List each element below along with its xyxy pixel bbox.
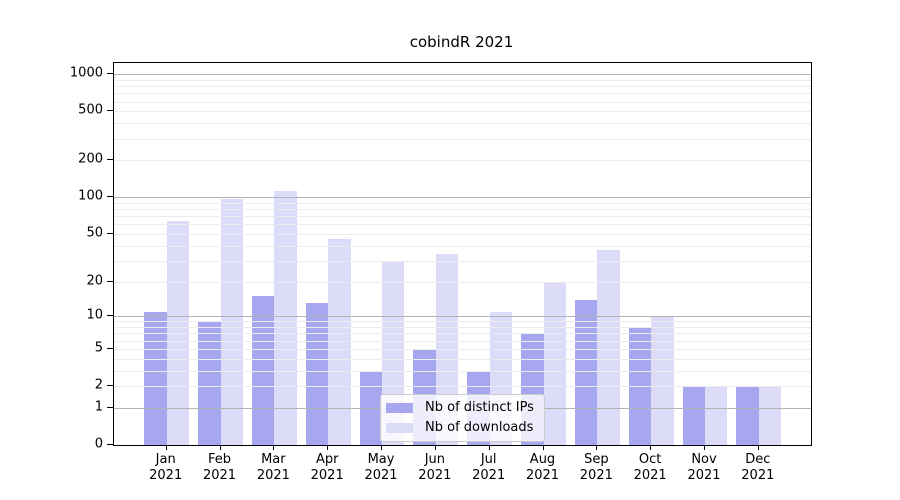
bar-nb-of-downloads-aug-2021 — [543, 281, 566, 445]
x-tick-label: May 2021 — [364, 452, 398, 483]
gridline-minor — [114, 245, 811, 247]
x-tick-label: Oct 2021 — [633, 452, 667, 483]
bar-nb-of-distinct-ips-jan-2021 — [144, 311, 167, 445]
x-tick-mark — [381, 444, 383, 450]
gridline-minor — [114, 333, 811, 335]
gridline-minor — [114, 358, 811, 360]
gridline-minor — [114, 123, 811, 125]
x-tick-mark — [273, 444, 275, 450]
gridline-minor — [114, 233, 811, 235]
gridline-minor — [114, 111, 811, 113]
x-tick-mark — [704, 444, 705, 450]
gridline-minor — [114, 138, 811, 140]
gridline-minor — [114, 281, 811, 283]
gridline-major — [114, 197, 811, 199]
x-tick-label: Nov 2021 — [687, 452, 721, 483]
x-tick-label: Jun 2021 — [418, 452, 452, 483]
bar-nb-of-downloads-apr-2021 — [328, 239, 351, 445]
gridline-minor — [114, 370, 811, 372]
y-tick-mark — [107, 444, 113, 445]
gridline-minor — [114, 86, 811, 88]
y-tick-label: 100 — [78, 188, 103, 204]
x-tick-mark — [596, 444, 598, 450]
y-tick-label: 50 — [86, 225, 103, 241]
bar-nb-of-downloads-mar-2021 — [274, 191, 297, 445]
legend-item-distinct-ips: Nb of distinct IPs — [386, 400, 534, 416]
y-tick-label: 1000 — [69, 65, 103, 81]
y-tick-mark — [107, 232, 113, 234]
x-tick-mark — [327, 444, 329, 450]
y-tick-label: 500 — [78, 102, 103, 118]
gridline-minor — [114, 327, 811, 329]
x-tick-mark — [757, 444, 759, 450]
x-tick-label: Mar 2021 — [256, 452, 290, 483]
gridline-minor — [114, 101, 811, 103]
y-tick-mark — [107, 110, 113, 112]
x-tick-mark — [434, 444, 436, 450]
y-tick-label: 5 — [94, 340, 103, 356]
y-tick-label: 10 — [86, 307, 103, 323]
legend-label: Nb of distinct IPs — [425, 400, 534, 415]
x-tick-mark — [488, 444, 490, 450]
gridline-minor — [114, 386, 811, 388]
y-tick-mark — [107, 347, 113, 349]
x-tick-label: Jul 2021 — [472, 452, 506, 483]
y-tick-mark — [107, 385, 113, 387]
bar-nb-of-distinct-ips-mar-2021 — [251, 296, 275, 445]
x-tick-label: Feb 2021 — [202, 452, 237, 483]
x-tick-label: Apr 2021 — [310, 452, 344, 483]
gridline-major — [114, 74, 811, 76]
gridline-minor — [114, 216, 811, 218]
y-tick-label: 0 — [94, 436, 103, 452]
y-tick-label: 2 — [94, 377, 103, 393]
x-tick-label: Dec 2021 — [741, 452, 775, 483]
chart-title: cobindR 2021 — [409, 33, 514, 51]
plot-area: Nb of distinct IPs Nb of downloads — [113, 62, 812, 446]
y-tick-label: 1 — [94, 399, 103, 415]
x-tick-mark — [219, 444, 221, 450]
x-tick-label: Aug 2021 — [525, 452, 560, 483]
x-tick-mark — [165, 444, 167, 450]
y-tick-mark — [107, 159, 113, 161]
y-tick-mark — [107, 280, 113, 282]
gridline-minor — [114, 224, 811, 226]
legend-label: Nb of downloads — [425, 420, 534, 435]
gridline-major — [114, 316, 811, 318]
bar-nb-of-distinct-ips-nov-2021 — [682, 386, 705, 445]
y-tick-mark — [107, 406, 113, 408]
gridline-minor — [114, 340, 811, 342]
x-tick-mark — [650, 444, 652, 450]
gridline-minor — [114, 260, 811, 262]
y-tick-mark — [107, 315, 113, 317]
y-tick-mark — [107, 196, 113, 198]
x-tick-label: Sep 2021 — [579, 452, 613, 483]
bar-nb-of-distinct-ips-feb-2021 — [198, 321, 221, 445]
x-tick-mark — [542, 444, 544, 450]
gridline-minor — [114, 160, 811, 162]
gridline-minor — [114, 348, 811, 350]
bar-nb-of-downloads-oct-2021 — [651, 316, 674, 445]
y-tick-mark — [107, 73, 113, 75]
gridline-minor — [114, 209, 811, 211]
bar-nb-of-downloads-sep-2021 — [597, 249, 620, 445]
gridline-minor — [114, 93, 811, 95]
bar-nb-of-distinct-ips-apr-2021 — [305, 303, 329, 445]
bar-nb-of-downloads-jan-2021 — [166, 220, 190, 445]
legend-item-downloads: Nb of downloads — [386, 420, 534, 436]
bar-nb-of-downloads-nov-2021 — [705, 386, 728, 445]
x-tick-label: Jan 2021 — [149, 452, 183, 483]
gridline-minor — [114, 202, 811, 204]
legend: Nb of distinct IPs Nb of downloads — [380, 394, 545, 442]
legend-swatch-downloads — [386, 423, 413, 433]
bar-nb-of-distinct-ips-dec-2021 — [736, 386, 759, 445]
gridline-minor — [114, 79, 811, 81]
bar-nb-of-downloads-dec-2021 — [758, 386, 782, 445]
gridline-minor — [114, 321, 811, 323]
y-tick-label: 200 — [78, 151, 103, 167]
y-tick-label: 20 — [86, 273, 103, 289]
legend-swatch-distinct-ips — [386, 403, 413, 413]
